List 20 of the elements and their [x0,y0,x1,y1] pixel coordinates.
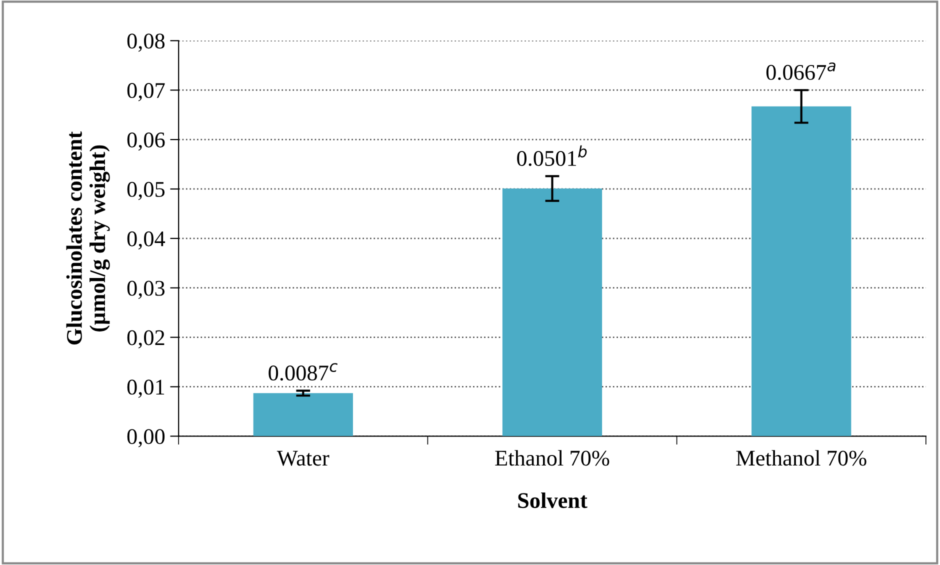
y-tick-label: 0,05 [127,182,165,200]
data-label: 0.0501$^{b}$ [517,145,587,166]
bar [253,393,353,436]
y-tick-label: 0,03 [127,280,165,299]
y-tick-label: 0,00 [127,429,165,448]
x-tick-label: Methanol 70% [736,450,866,466]
bar [752,106,852,436]
y-tick-label: 0,06 [127,132,165,151]
y-axis-title: Glucosinolates content (µmol/g dry weight) [66,131,110,344]
x-axis-title: Solvent [518,492,588,508]
y-tick-label: 0,04 [127,231,166,250]
x-tick-label: Water [276,450,330,466]
data-label: 0.0667$^{a}$ [766,62,836,80]
y-tick-label: 0,02 [127,330,164,348]
x-tick-label: Ethanol 70% [495,450,610,466]
bar [502,188,602,436]
y-tick-label: 0,08 [127,34,165,52]
y-tick-label: 0,01 [127,380,164,398]
y-tick-label: 0,07 [127,83,165,102]
data-label: 0.0087$^{c}$ [268,363,338,381]
